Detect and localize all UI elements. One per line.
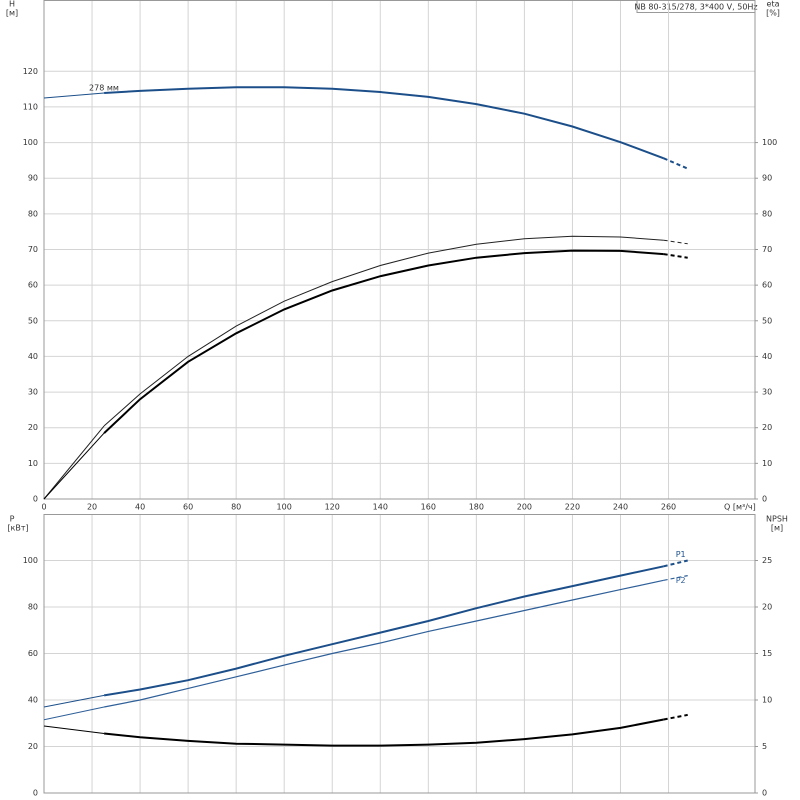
y-tick-label: 30: [28, 388, 38, 397]
y-tick-label: 90: [28, 174, 38, 183]
y2-tick-label: 50: [762, 316, 772, 325]
y-tick-label: 70: [28, 245, 38, 254]
y2-tick-label: 10: [762, 459, 772, 468]
curve: [43, 725, 105, 734]
y-tick-label: 120: [23, 67, 38, 76]
x-tick-label: 100: [277, 503, 292, 512]
y-tick-label: 0: [33, 495, 38, 504]
chart-title: NB 80-315/278, 3*400 V, 50Hz: [634, 3, 757, 12]
y-tick-label: 20: [28, 423, 38, 432]
y2-axis-label: eta: [767, 0, 780, 9]
curve: [103, 579, 664, 708]
y2-axis-unit: [%]: [766, 9, 780, 18]
y-tick-label: 60: [28, 649, 38, 658]
y2-tick-label: 30: [762, 388, 772, 397]
y-tick-label: 80: [28, 603, 38, 612]
x-tick-label: 20: [87, 503, 97, 512]
curve: [103, 249, 664, 434]
y2-axis-unit: [м]: [771, 524, 783, 533]
x-tick-label: 0: [41, 503, 46, 512]
y2-tick-label: 5: [762, 742, 767, 751]
y-tick-label: 50: [28, 316, 38, 325]
curve: [104, 86, 665, 160]
y-tick-label: 80: [28, 209, 38, 218]
y2-tick-label: 15: [762, 649, 772, 658]
y-tick-label: 0: [33, 789, 38, 798]
y2-tick-label: 100: [762, 138, 777, 147]
curve: [43, 425, 105, 500]
y-tick-label: 20: [28, 742, 38, 751]
y2-tick-label: 20: [762, 423, 772, 432]
x-tick-label: 180: [469, 503, 484, 512]
y-tick-label: 110: [23, 102, 38, 111]
y2-tick-label: 70: [762, 245, 772, 254]
curve-label: 278 мм: [89, 84, 119, 93]
x-axis-label: Q [м³/ч]: [724, 503, 756, 512]
x-tick-label: 140: [373, 503, 388, 512]
y-tick-label: 40: [28, 352, 38, 361]
curve: [43, 706, 105, 721]
curve-label: P2: [676, 576, 686, 585]
y-tick-label: 100: [23, 138, 38, 147]
y2-tick-label: 20: [762, 603, 772, 612]
y2-tick-label: 0: [762, 495, 767, 504]
y2-axis-label: NPSH: [766, 515, 788, 524]
curve: [103, 565, 664, 697]
curve: [43, 432, 105, 500]
y2-tick-label: 25: [762, 556, 772, 565]
y2-tick-label: 0: [762, 789, 767, 798]
x-tick-label: 220: [565, 503, 580, 512]
y2-tick-label: 10: [762, 696, 772, 705]
x-tick-label: 160: [421, 503, 436, 512]
y-tick-label: 60: [28, 281, 38, 290]
curve: [663, 157, 689, 170]
plot-frame: [43, 514, 756, 794]
x-tick-label: 60: [183, 503, 193, 512]
curve-label: P1: [676, 550, 686, 559]
y-axis-unit: [кВт]: [7, 524, 28, 533]
curve: [43, 694, 105, 708]
y-axis-label: P: [10, 515, 15, 524]
x-tick-label: 40: [135, 503, 145, 512]
y-tick-label: 100: [23, 556, 38, 565]
x-tick-label: 200: [517, 503, 532, 512]
y2-tick-label: 80: [762, 209, 772, 218]
x-tick-label: 120: [325, 503, 340, 512]
y-tick-label: 40: [28, 696, 38, 705]
curve: [43, 92, 105, 99]
x-tick-label: 240: [613, 503, 628, 512]
y2-tick-label: 40: [762, 352, 772, 361]
x-tick-label: 260: [661, 503, 676, 512]
y-axis-label: H: [9, 0, 15, 9]
y-axis-unit: [м]: [6, 9, 18, 18]
x-tick-label: 80: [231, 503, 241, 512]
y2-tick-label: 90: [762, 174, 772, 183]
y-tick-label: 10: [28, 459, 38, 468]
curve: [103, 718, 664, 747]
y2-tick-label: 60: [762, 281, 772, 290]
curve: [103, 235, 664, 427]
plot-frame: [43, 0, 756, 500]
